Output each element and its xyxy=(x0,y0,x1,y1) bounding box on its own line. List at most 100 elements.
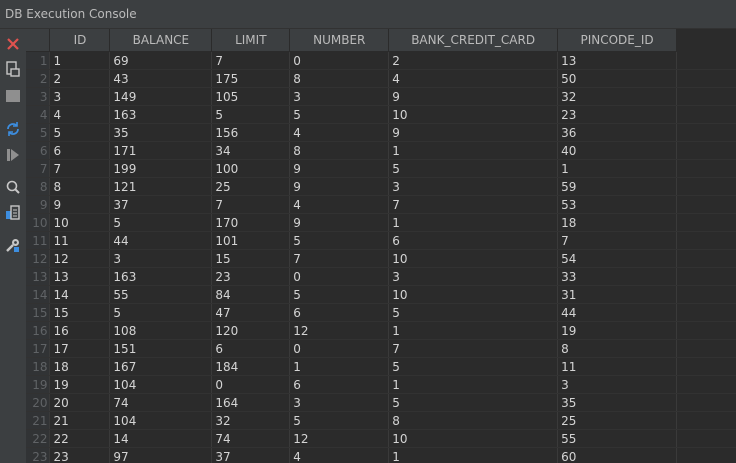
table-cell[interactable]: 105 xyxy=(211,87,291,106)
table-row[interactable]: 22 22 14 74 12 10 55 xyxy=(26,429,736,448)
table-cell[interactable]: 7 xyxy=(388,195,559,214)
table-row[interactable]: 15 15 5 47 6 5 44 xyxy=(26,303,736,322)
table-row[interactable]: 7 7 199 100 9 5 1 xyxy=(26,159,736,178)
table-cell[interactable]: 163 xyxy=(109,105,213,124)
table-cell[interactable]: 5 xyxy=(289,411,390,430)
table-cell[interactable]: 184 xyxy=(211,357,291,376)
table-cell[interactable]: 60 xyxy=(557,447,678,463)
table-row[interactable]: 10 10 5 170 9 1 18 xyxy=(26,213,736,232)
table-cell[interactable]: 3 xyxy=(109,249,213,268)
table-cell[interactable]: 47 xyxy=(211,303,291,322)
table-cell[interactable]: 9 xyxy=(289,177,390,196)
table-cell[interactable]: 59 xyxy=(557,177,678,196)
refresh-button[interactable] xyxy=(3,119,23,139)
table-cell[interactable]: 13 xyxy=(49,267,111,286)
result-grid[interactable]: ID BALANCE LIMIT NUMBER BANK_CREDIT_CARD… xyxy=(26,29,736,463)
table-cell[interactable]: 32 xyxy=(557,87,678,106)
table-cell[interactable]: 101 xyxy=(211,231,291,250)
column-header-id[interactable]: ID xyxy=(49,29,111,52)
table-cell[interactable]: 3 xyxy=(49,87,111,106)
table-cell[interactable]: 32 xyxy=(211,411,291,430)
table-cell[interactable]: 7 xyxy=(289,249,390,268)
table-cell[interactable]: 199 xyxy=(109,159,213,178)
table-cell[interactable]: 1 xyxy=(557,159,678,178)
table-cell[interactable]: 22 xyxy=(49,429,111,448)
table-cell[interactable]: 6 xyxy=(388,231,559,250)
table-cell[interactable]: 9 xyxy=(49,195,111,214)
table-cell[interactable]: 5 xyxy=(388,159,559,178)
copy-button[interactable] xyxy=(3,203,23,223)
table-cell[interactable]: 35 xyxy=(557,393,678,412)
table-cell[interactable]: 4 xyxy=(289,123,390,142)
table-cell[interactable]: 19 xyxy=(557,321,678,340)
table-cell[interactable]: 5 xyxy=(49,123,111,142)
table-cell[interactable]: 31 xyxy=(557,285,678,304)
table-cell[interactable]: 50 xyxy=(557,69,678,88)
table-cell[interactable]: 35 xyxy=(109,123,213,142)
table-cell[interactable]: 8 xyxy=(289,141,390,160)
table-cell[interactable]: 53 xyxy=(557,195,678,214)
table-cell[interactable]: 5 xyxy=(211,105,291,124)
table-cell[interactable]: 12 xyxy=(289,429,390,448)
table-cell[interactable]: 156 xyxy=(211,123,291,142)
table-cell[interactable]: 5 xyxy=(109,213,213,232)
table-cell[interactable]: 23 xyxy=(211,267,291,286)
table-cell[interactable]: 4 xyxy=(289,447,390,463)
export-button[interactable] xyxy=(3,59,23,79)
settings-button[interactable] xyxy=(3,235,23,255)
table-cell[interactable]: 104 xyxy=(109,375,213,394)
table-cell[interactable]: 18 xyxy=(49,357,111,376)
search-button[interactable] xyxy=(3,177,23,197)
table-cell[interactable]: 5 xyxy=(289,285,390,304)
column-header-limit[interactable]: LIMIT xyxy=(211,29,291,52)
table-cell[interactable]: 1 xyxy=(388,375,559,394)
table-cell[interactable]: 19 xyxy=(49,375,111,394)
table-cell[interactable]: 11 xyxy=(49,231,111,250)
table-cell[interactable]: 7 xyxy=(557,231,678,250)
table-row[interactable]: 11 11 44 101 5 6 7 xyxy=(26,231,736,250)
table-cell[interactable]: 9 xyxy=(289,213,390,232)
table-cell[interactable]: 9 xyxy=(388,87,559,106)
table-cell[interactable]: 167 xyxy=(109,357,213,376)
table-cell[interactable]: 33 xyxy=(557,267,678,286)
table-cell[interactable]: 0 xyxy=(289,51,390,70)
table-cell[interactable]: 18 xyxy=(557,213,678,232)
table-cell[interactable]: 14 xyxy=(109,429,213,448)
table-cell[interactable]: 5 xyxy=(388,357,559,376)
table-cell[interactable]: 171 xyxy=(109,141,213,160)
table-cell[interactable]: 5 xyxy=(388,393,559,412)
table-cell[interactable]: 121 xyxy=(109,177,213,196)
table-cell[interactable]: 4 xyxy=(49,105,111,124)
table-cell[interactable]: 12 xyxy=(289,321,390,340)
table-row[interactable]: 6 6 171 34 8 1 40 xyxy=(26,141,736,160)
table-cell[interactable]: 10 xyxy=(388,105,559,124)
table-cell[interactable]: 43 xyxy=(109,69,213,88)
table-cell[interactable]: 8 xyxy=(557,339,678,358)
table-cell[interactable]: 13 xyxy=(557,51,678,70)
column-header-bank-credit-card[interactable]: BANK_CREDIT_CARD xyxy=(388,29,559,52)
table-cell[interactable]: 11 xyxy=(557,357,678,376)
table-cell[interactable]: 104 xyxy=(109,411,213,430)
table-cell[interactable]: 5 xyxy=(109,303,213,322)
table-row[interactable]: 2 2 43 175 8 4 50 xyxy=(26,69,736,88)
table-cell[interactable]: 97 xyxy=(109,447,213,463)
table-row[interactable]: 14 14 55 84 5 10 31 xyxy=(26,285,736,304)
table-cell[interactable]: 54 xyxy=(557,249,678,268)
table-cell[interactable]: 100 xyxy=(211,159,291,178)
table-cell[interactable]: 10 xyxy=(388,249,559,268)
table-cell[interactable]: 23 xyxy=(557,105,678,124)
table-cell[interactable]: 7 xyxy=(211,51,291,70)
table-cell[interactable]: 3 xyxy=(388,177,559,196)
table-cell[interactable]: 1 xyxy=(388,321,559,340)
table-cell[interactable]: 1 xyxy=(289,357,390,376)
table-cell[interactable]: 55 xyxy=(557,429,678,448)
table-cell[interactable]: 8 xyxy=(289,69,390,88)
table-cell[interactable]: 12 xyxy=(49,249,111,268)
table-row[interactable]: 17 17 151 6 0 7 8 xyxy=(26,339,736,358)
column-header-number[interactable]: NUMBER xyxy=(289,29,390,52)
table-cell[interactable]: 1 xyxy=(388,213,559,232)
table-cell[interactable]: 15 xyxy=(211,249,291,268)
table-cell[interactable]: 108 xyxy=(109,321,213,340)
table-cell[interactable]: 0 xyxy=(211,375,291,394)
table-cell[interactable]: 44 xyxy=(557,303,678,322)
